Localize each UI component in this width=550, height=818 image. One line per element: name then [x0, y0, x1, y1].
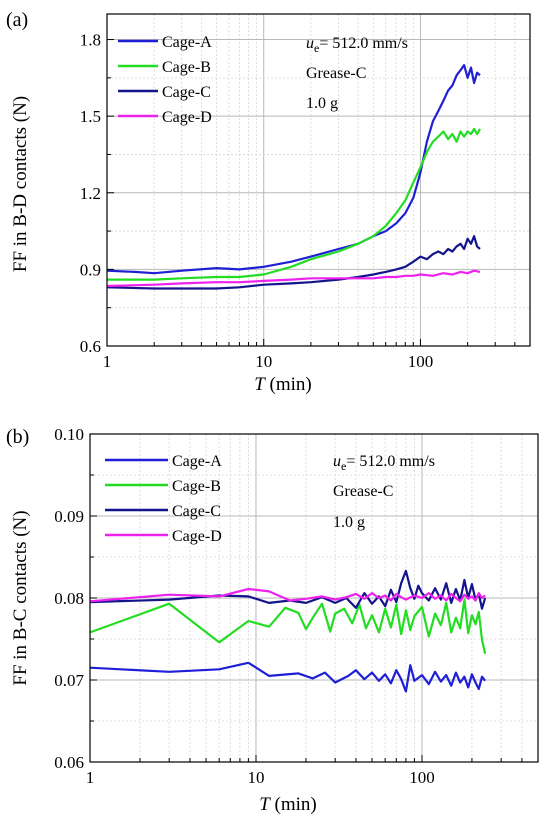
panel-a-series-cage-b — [107, 127, 481, 281]
panel-b-y-tick-label: 0.09 — [54, 507, 84, 526]
panel-b-u-symbol: u — [333, 453, 341, 470]
panel-a-label: (a) — [6, 9, 28, 31]
panel-a-u-value: = 512.0 mm/s — [319, 35, 408, 52]
panel-b-y-tick-label: 0.06 — [54, 753, 84, 772]
panel-a-series-cage-a — [106, 63, 481, 275]
panel-a: (a) 0.60.91.21.51.81 10 100 Cage-ACage-BCa… — [6, 9, 531, 395]
panel-b-series — [89, 569, 487, 693]
panel-a-legend-label: Cage-C — [162, 84, 211, 101]
panel-a-series — [106, 63, 481, 290]
panel-b-label: (b) — [6, 426, 29, 448]
panel-a-ticks: 0.6 0.9 1.2 1.5 1.8 1 10 100 — [80, 31, 531, 371]
panel-a-mass-annotation: 1.0 g — [306, 95, 338, 112]
panel-a-grease-annotation: Grease-C — [306, 65, 366, 82]
panel-b-y-tick-label: 0.08 — [54, 589, 84, 608]
panel-a-u-symbol: u — [306, 35, 314, 52]
panel-b-x-tick-label: 10 — [247, 768, 264, 787]
panel-a-x-tick-label: 10 — [255, 352, 272, 371]
panel-a-y-tick-label: 0.6 — [80, 337, 101, 356]
panel-a-series-cage-d — [106, 269, 481, 288]
panel-b-x-label-symbol: T — [259, 794, 271, 815]
panel-b-mass-annotation: 1.0 g — [333, 514, 365, 531]
panel-b-legend-label: Cage-A — [172, 453, 222, 470]
panel-b-series-cage-c — [89, 569, 487, 610]
panel-b-series-cage-b — [89, 598, 487, 655]
panel-a-annotations: ue= 512.0 mm/s Grease-C 1.0 g — [306, 35, 408, 112]
panel-a-legend-label: Cage-D — [162, 109, 212, 126]
panel-a-x-label-unit: (min) — [265, 374, 312, 395]
panel-b-y-tick-label: 0.07 — [54, 671, 84, 690]
panel-a-y-tick-label: 1.8 — [80, 31, 101, 50]
panel-b-y-axis-label: FF in B-C contacts (N) — [10, 510, 31, 685]
panel-b-legend-label: Cage-D — [172, 528, 222, 545]
panel-a-legend: Cage-A Cage-B Cage-C Cage-D — [118, 34, 212, 126]
panel-a-series-cage-c — [106, 235, 481, 290]
panel-b-legend-label: Cage-C — [172, 503, 221, 520]
panel-a-y-axis-label: FF in B-D contacts (N) — [10, 96, 31, 272]
panel-a-x-label-symbol: T — [254, 374, 266, 395]
panel-b-annotations: ue= 512.0 mm/s Grease-C 1.0 g — [333, 453, 435, 531]
panel-b-legend-label: Cage-B — [172, 478, 221, 495]
panel-b-y-tick-label: 0.10 — [54, 425, 84, 444]
panel-a-x-tick-label: 100 — [408, 352, 434, 371]
panel-b-u-value: = 512.0 mm/s — [346, 453, 435, 470]
panel-a-legend-label: Cage-B — [162, 59, 211, 76]
panel-b-x-tick-label: 1 — [86, 768, 95, 787]
panel-b-series-cage-a — [89, 661, 486, 693]
panel-b-series-cage-d — [89, 587, 486, 603]
panel-a-y-tick-label: 1.2 — [80, 184, 101, 203]
panel-b-x-label-unit: (min) — [270, 794, 317, 815]
panel-b-x-axis-label: T (min) — [259, 794, 317, 815]
panel-a-x-axis-label: T (min) — [254, 374, 312, 395]
panel-a-legend-label: Cage-A — [162, 34, 212, 51]
panel-b-x-tick-label: 100 — [409, 768, 435, 787]
panel-a-x-tick-label: 1 — [103, 352, 112, 371]
panel-a-y-tick-label: 0.9 — [80, 260, 101, 279]
panel-b-legend: Cage-A Cage-B Cage-C Cage-D — [105, 453, 222, 545]
panel-b-grease-annotation: Grease-C — [333, 483, 393, 500]
panel-a-velocity-annotation: ue= 512.0 mm/s — [306, 35, 408, 55]
panel-b-ticks: 0.06 0.07 0.08 0.09 0.10 1 10 100 — [54, 425, 539, 787]
panel-a-plot-frame — [106, 13, 531, 347]
panel-b: (b) 0.060.070.080.090.101 10 100 Cage-ACag… — [6, 425, 539, 815]
panel-b-velocity-annotation: ue= 512.0 mm/s — [333, 453, 435, 473]
panel-a-u-sub: e — [314, 41, 319, 55]
panel-a-y-tick-label: 1.5 — [80, 107, 101, 126]
panel-b-u-sub: e — [341, 459, 346, 473]
